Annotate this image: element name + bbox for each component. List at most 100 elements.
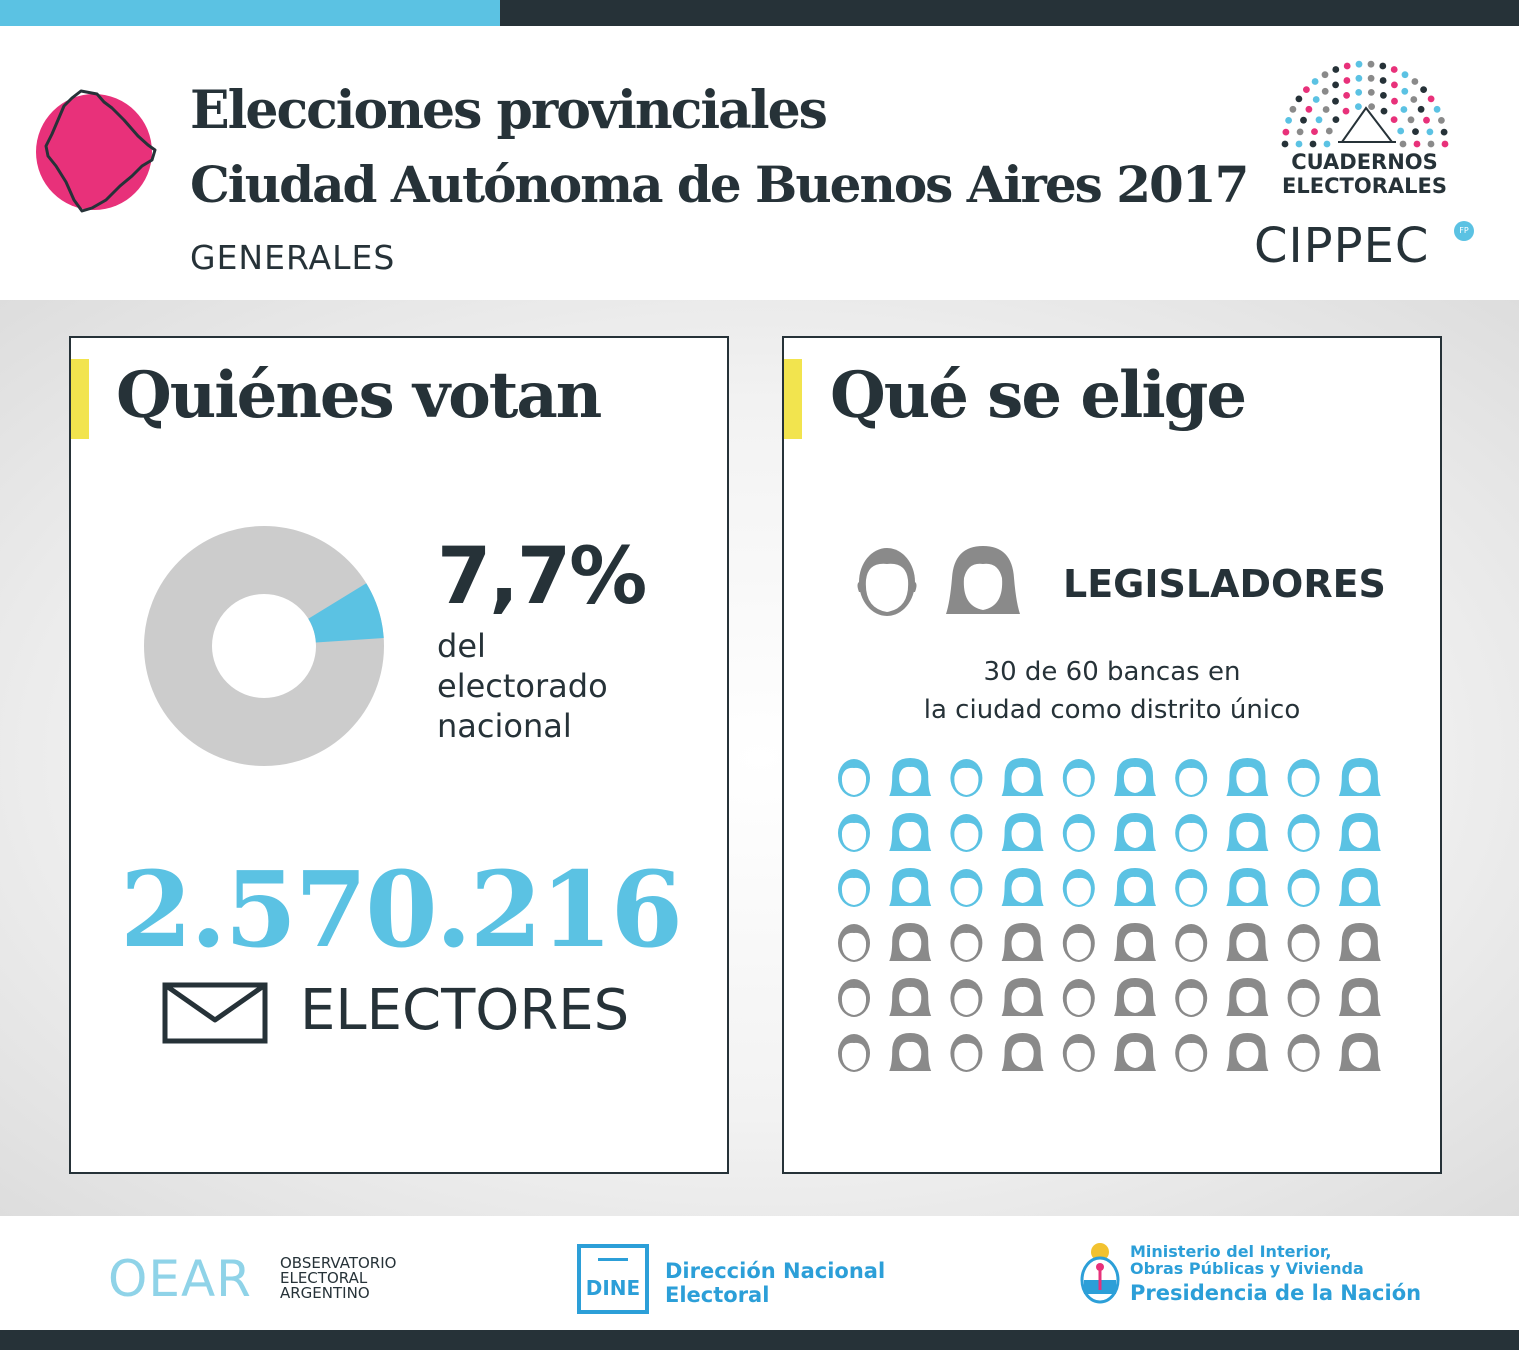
seat-male-icon [1175,1034,1208,1072]
logo-dot [1411,78,1419,85]
logo-dot [1412,128,1419,135]
logo-dot [1440,128,1448,136]
seat-female-icon [1114,923,1156,961]
logo-dot [1355,60,1363,68]
seat-male-icon [838,1034,870,1072]
logo-dot [1312,96,1320,103]
seat-female-icon [1114,758,1156,796]
oear-line: ELECTORAL [280,1269,368,1287]
logo-dot [1368,103,1375,110]
seat-male-icon [838,924,870,962]
seat-male-icon [950,979,983,1017]
logo-dot [1391,81,1398,89]
seat-female-icon [889,813,932,851]
logo-dot [1311,128,1318,135]
envelope-icon [162,982,268,1044]
seat-female-icon [889,868,932,906]
logo-dot [1332,97,1339,105]
ministry-wordmark: Ministerio del Interior, Obras Públicas … [1130,1243,1450,1277]
seat-female-icon [1001,1033,1044,1071]
logo-dot [1321,87,1329,95]
seat-male-icon [950,814,983,852]
seat-female-icon [1001,923,1044,961]
what-is-elected-title: Qué se elige [830,358,1247,433]
logo-dot [1295,95,1303,103]
seat-female-icon [889,978,932,1016]
seat-male-icon [1287,759,1320,797]
seats-description-line1: 30 de 60 bancas en [983,657,1241,687]
logo-dot [1427,95,1435,103]
logo-dot [1296,128,1304,136]
cuadernos-line: CUADERNOS [1291,150,1438,174]
logo-dot [1427,140,1435,148]
pct-desc-line: nacional [437,707,572,745]
logo-dot [1282,128,1290,136]
seat-female-icon [1338,923,1381,961]
top-bar-accent [0,0,500,26]
electorate-share-donut [144,526,384,766]
dne-line: Electoral [665,1283,770,1307]
seat-male-icon [950,1034,983,1072]
who-votes-accent-bar [71,359,89,439]
logo-dot [1379,77,1387,84]
seat-male-icon [838,814,870,852]
seat-male-icon [1175,924,1208,962]
seat-female-icon [1338,758,1381,796]
logo-dot [1322,106,1330,113]
logo-dot [1379,62,1387,70]
logo-dot [1367,89,1375,96]
donut-rest-segment [144,526,384,766]
seat-female-icon [1114,813,1156,851]
seat-male-icon [1287,924,1320,962]
seat-female-icon [1226,868,1269,906]
logo-dot [1438,117,1445,124]
office-label: LEGISLADORES [1063,562,1386,606]
logo-dot [1410,96,1418,103]
footer [0,1216,1519,1330]
seat-female-icon [1114,978,1156,1016]
seat-male-icon [838,979,870,1017]
oear-line: ARGENTINO [280,1284,370,1302]
cuadernos-electorales-wordmark: CUADERNOS ELECTORALES [1282,150,1447,198]
logo-dot [1325,127,1333,135]
seat-female-icon [1226,758,1269,796]
seat-male-icon [1062,814,1095,852]
seat-female-icon [1001,978,1044,1016]
seat-male-icon [1062,869,1095,907]
seat-male-icon [1287,979,1320,1017]
seat-female-icon [1001,813,1044,851]
presidency-wordmark: Presidencia de la Nación [1130,1281,1422,1305]
ministry-line: Ministerio del Interior, [1130,1242,1332,1261]
logo-dot [1343,62,1351,70]
logo-dot [1426,128,1434,136]
seat-male-icon [1175,759,1208,797]
seat-male-icon [1287,814,1320,852]
seat-male-icon [838,759,870,797]
male-head-icon [857,548,917,616]
oear-wordmark: OBSERVATORIO ELECTORAL ARGENTINO [280,1256,430,1301]
what-is-elected-accent-bar [784,359,802,439]
what-is-elected-panel [782,336,1442,1174]
logo-dot [1285,117,1292,124]
seat-male-icon [1175,979,1208,1017]
logo-dot [1323,140,1331,148]
logo-dot [1390,116,1398,123]
logo-dot [1355,74,1363,82]
logo-dot [1321,71,1329,79]
logo-dot [1300,116,1307,124]
page-title-line2: Ciudad Autónoma de Buenos Aires 2017 [190,155,1249,214]
logo-dot [1305,105,1313,113]
who-votes-panel [69,336,729,1174]
seat-female-icon [1114,1033,1156,1071]
dine-logo-box [577,1244,649,1314]
logo-dot [1343,77,1351,84]
seat-male-icon [1062,759,1095,797]
cippec-badge: FP [1454,221,1474,241]
cippec-wordmark: CIPPEC [1254,218,1430,274]
logo-dot [1367,60,1375,68]
seat-grid [838,758,1381,1072]
seat-female-icon [889,758,932,796]
electorate-percent: 7,7% [437,532,647,622]
seat-male-icon [1062,979,1095,1017]
logo-dot [1343,92,1350,99]
